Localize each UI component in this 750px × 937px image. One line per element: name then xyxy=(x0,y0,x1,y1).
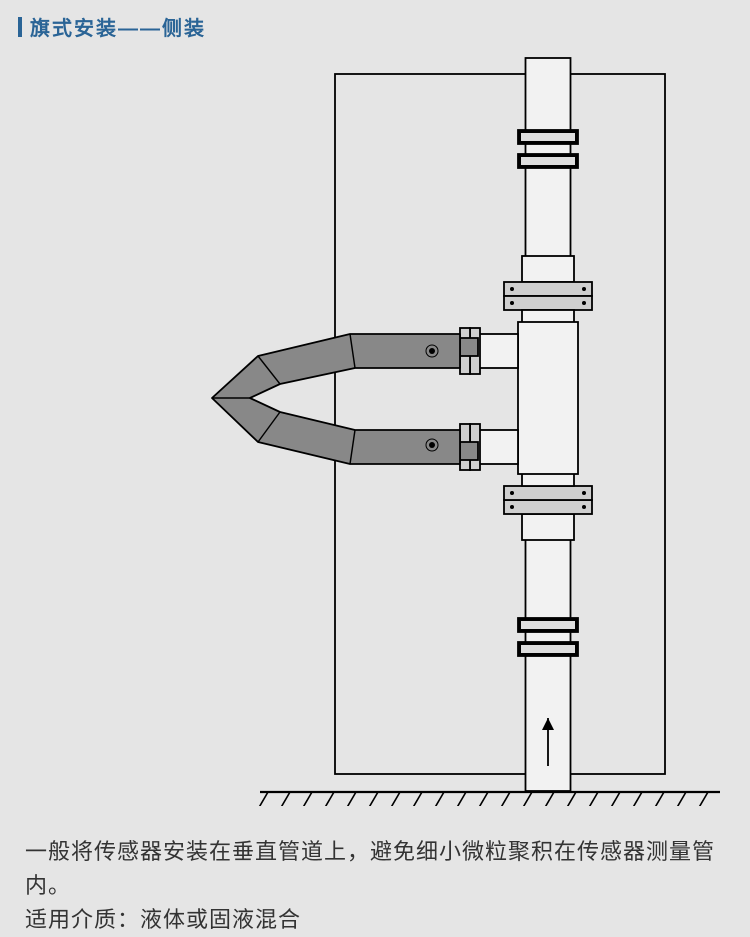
description-line1: 一般将传感器安装在垂直管道上，避免细小微粒聚积在传感器测量管内。 xyxy=(25,835,725,903)
description-block: 一般将传感器安装在垂直管道上，避免细小微粒聚积在传感器测量管内。 适用介质：液体… xyxy=(25,835,725,937)
description-line2: 适用介质：液体或固液混合 xyxy=(25,903,725,937)
installation-diagram xyxy=(0,46,750,806)
title-text: 旗式安装——侧装 xyxy=(30,12,206,41)
title-marker-icon xyxy=(18,17,22,37)
